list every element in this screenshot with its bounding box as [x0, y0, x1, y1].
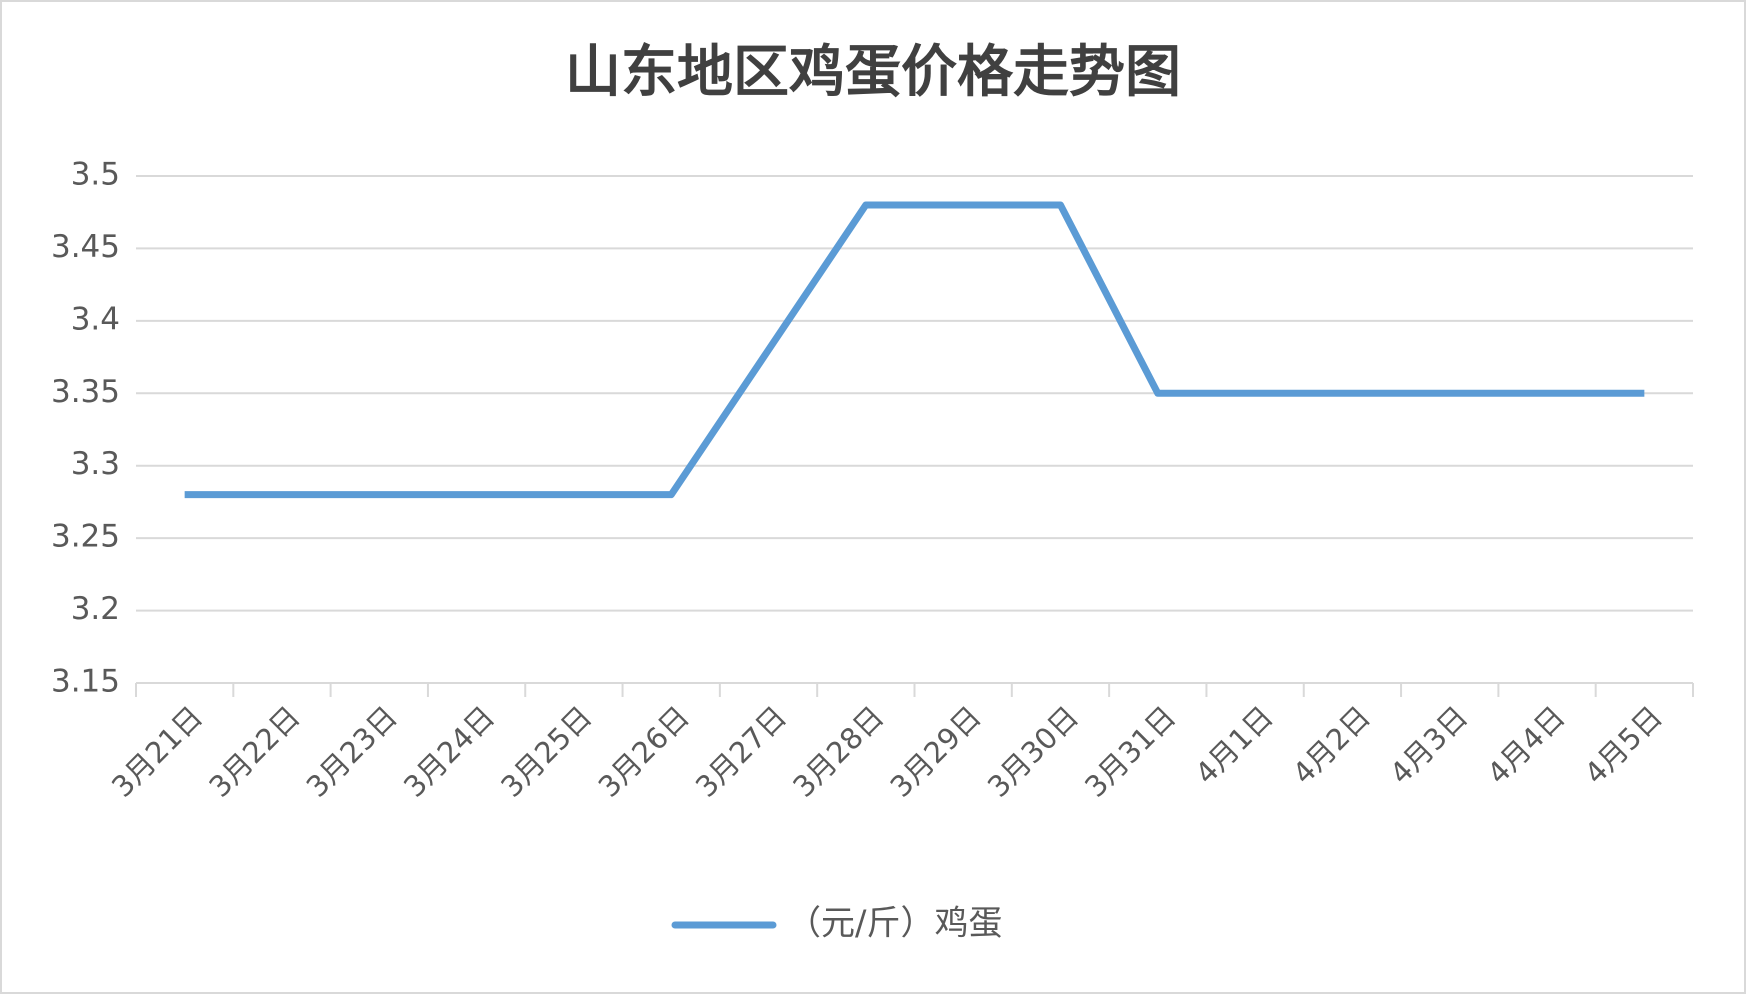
y-tick-label: 3.4	[71, 301, 120, 337]
y-tick-label: 3.15	[51, 664, 120, 700]
y-tick-label: 3.2	[71, 591, 120, 627]
y-tick-label: 3.35	[51, 374, 120, 410]
y-tick-label: 3.25	[51, 519, 120, 555]
y-tick-label: 3.5	[71, 157, 120, 193]
data-line	[184, 201, 1645, 499]
chart-title: 山东地区鸡蛋价格走势图	[565, 40, 1181, 105]
y-tick-label: 3.3	[71, 446, 120, 482]
legend-label: （元/斤）鸡蛋	[787, 904, 1002, 944]
y-tick-label: 3.45	[51, 229, 120, 265]
